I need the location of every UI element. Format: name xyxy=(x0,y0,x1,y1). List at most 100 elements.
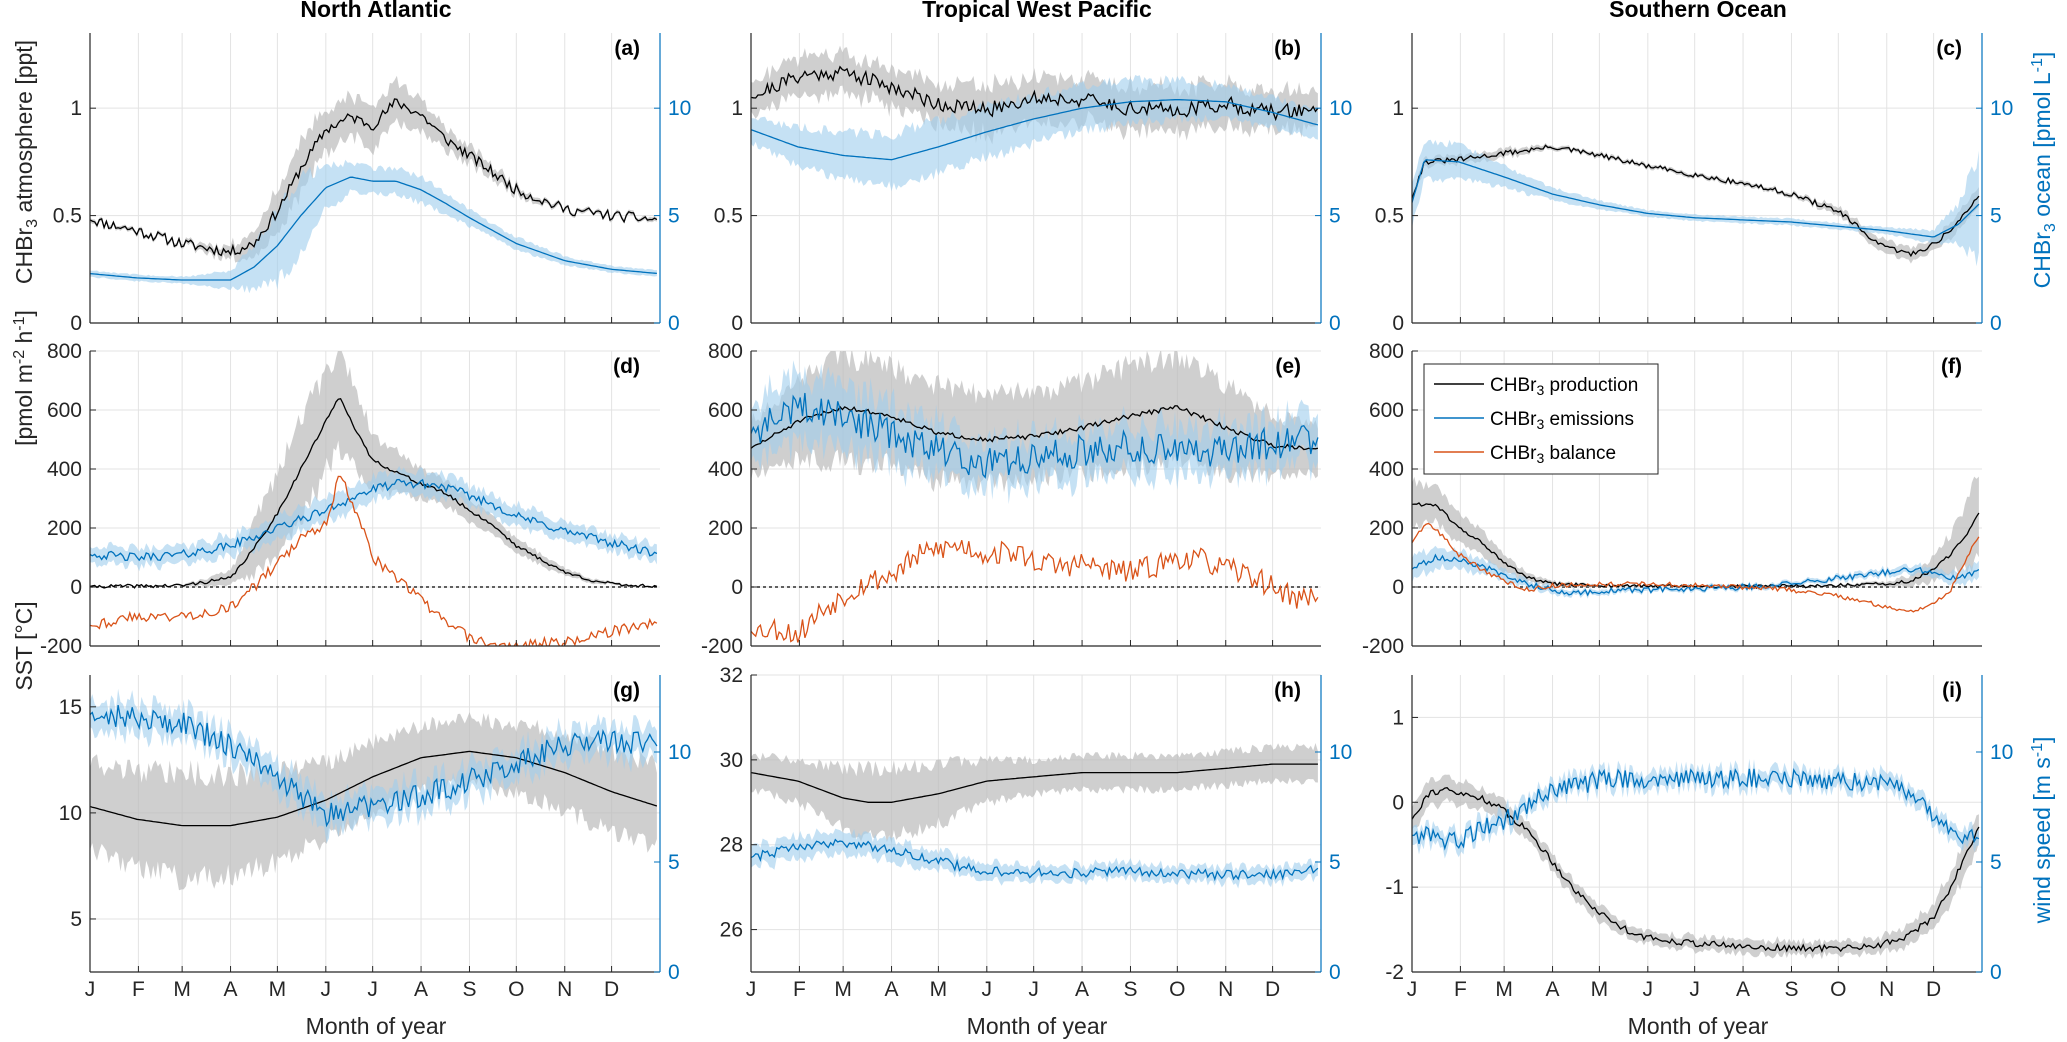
y-tick-label-left: -200 xyxy=(1362,635,1404,658)
y-tick-label-right: 0 xyxy=(668,312,680,335)
x-tick-label: D xyxy=(1926,978,1941,1001)
band-production xyxy=(1412,476,1979,589)
legend-label-production: CHBr3 production xyxy=(1490,375,1638,398)
series-line-production xyxy=(90,98,658,257)
band-emissions xyxy=(90,159,657,294)
x-tick-label: S xyxy=(1784,978,1798,1001)
legend-box xyxy=(1423,363,1659,475)
y-tick-label-left: 800 xyxy=(708,340,743,363)
xlabel-col3: Month of year xyxy=(1628,1013,1769,1039)
x-tick-label: J xyxy=(982,978,993,1001)
y-tick-label-left: 600 xyxy=(47,399,82,422)
y-tick-label-right: 5 xyxy=(1329,205,1341,228)
y-tick-label-right: 5 xyxy=(1990,205,2002,228)
band-production xyxy=(751,743,1318,844)
column-title-tropical-west-pacific: Tropical West Pacific xyxy=(922,0,1152,22)
y-tick-label-left: 0 xyxy=(70,312,82,335)
y-tick-label-right: 5 xyxy=(1329,851,1341,874)
x-tick-label: A xyxy=(885,978,899,1001)
y-tick-label-left: 400 xyxy=(708,458,743,481)
y-tick-label-left: -1 xyxy=(1385,876,1404,899)
band-production xyxy=(90,351,657,589)
legend-label-emissions: CHBr3 emissions xyxy=(1490,409,1634,432)
plot-area xyxy=(90,688,658,891)
y-tick-label-right: 5 xyxy=(668,851,680,874)
x-tick-label: J xyxy=(1643,978,1654,1001)
series-line-production xyxy=(751,405,1319,451)
panel-label-d: (d) xyxy=(613,355,640,378)
y-tick-label-left: 200 xyxy=(47,517,82,540)
panel-d: -200 0 200 400 600 800 (d) xyxy=(40,340,660,658)
panel-label-e: (e) xyxy=(1275,355,1301,378)
x-tick-label: J xyxy=(367,978,378,1001)
ylabel-row2-left: [pmol m-2 h-1] xyxy=(11,310,38,446)
y-tick-label-left: 0 xyxy=(1392,791,1404,814)
ylabel-row1-left: CHBr3 atmosphere [ppt] xyxy=(11,40,41,284)
panel-h: J F M A M J J A S O N D 26 28 30 32 0 5 10 (h) xyxy=(720,664,1353,1001)
y-tick-label-left: 600 xyxy=(1369,399,1404,422)
band-emissions xyxy=(1412,139,1979,267)
xlabel-col2: Month of year xyxy=(967,1013,1108,1039)
x-tick-label: N xyxy=(1879,978,1894,1001)
y-tick-label-left: 0 xyxy=(70,576,82,599)
panel-e: -200 0 200 400 600 800 (e) xyxy=(701,340,1321,658)
y-tick-label-right: 0 xyxy=(1990,312,2002,335)
xlabel-col1: Month of year xyxy=(306,1013,447,1039)
x-tick-label: M xyxy=(930,978,948,1001)
x-tick-label: D xyxy=(1265,978,1280,1001)
series-line-emissions xyxy=(751,838,1319,882)
x-tick-label: S xyxy=(1123,978,1137,1001)
plot-area xyxy=(90,75,658,294)
plot-area xyxy=(1412,139,1980,267)
panel-f: -200 0 200 400 600 800 (f) xyxy=(1362,340,1982,658)
x-tick-label: O xyxy=(1169,978,1185,1001)
x-tick-label: M xyxy=(269,978,287,1001)
y-tick-label-right: 10 xyxy=(1329,97,1352,120)
y-tick-label-right: 5 xyxy=(1990,851,2002,874)
x-tick-label: A xyxy=(224,978,238,1001)
series-line-emissions xyxy=(751,98,1319,161)
x-tick-label: J xyxy=(85,978,96,1001)
x-tick-label: F xyxy=(1454,978,1467,1001)
y-tick-label-left: 200 xyxy=(1369,517,1404,540)
y-tick-label-right: 10 xyxy=(1990,97,2013,120)
y-tick-label-left: 26 xyxy=(720,919,743,942)
panel-label-f: (f) xyxy=(1941,355,1962,378)
x-tick-label: N xyxy=(557,978,572,1001)
panel-label-c: (c) xyxy=(1936,37,1962,60)
series-line-emissions xyxy=(90,478,658,562)
y-tick-label-right: 0 xyxy=(1990,961,2002,984)
y-tick-label-left: 1 xyxy=(731,97,743,120)
plot-area xyxy=(1412,476,1982,613)
y-tick-label-left: 800 xyxy=(47,340,82,363)
y-tick-label-left: 15 xyxy=(59,696,82,719)
band-emissions xyxy=(751,75,1318,192)
series-line-production xyxy=(1412,144,1980,258)
y-tick-label-left: 30 xyxy=(720,749,743,772)
y-tick-label-left: 0 xyxy=(1392,576,1404,599)
series-line-emissions xyxy=(90,176,657,281)
x-tick-label: J xyxy=(321,978,332,1001)
legend-label-balance: CHBr3 balance xyxy=(1490,443,1616,466)
x-tick-label: A xyxy=(414,978,428,1001)
y-tick-label-left: 28 xyxy=(720,834,743,857)
panel-label-i: (i) xyxy=(1942,679,1962,702)
x-tick-label: A xyxy=(1736,978,1750,1001)
y-tick-label-right: 10 xyxy=(1329,741,1352,764)
y-tick-label-left: 0.5 xyxy=(53,205,82,228)
y-tick-label-left: 400 xyxy=(1369,458,1404,481)
band-emissions xyxy=(751,828,1318,889)
y-tick-label-right: 0 xyxy=(668,961,680,984)
band-production xyxy=(90,75,657,263)
y-tick-label-left: 1 xyxy=(1392,97,1404,120)
y-tick-label-right: 0 xyxy=(1329,961,1341,984)
column-title-north-atlantic: North Atlantic xyxy=(300,0,451,22)
panel-label-g: (g) xyxy=(613,679,640,702)
band-emissions xyxy=(90,466,657,572)
band-production xyxy=(1412,774,1979,960)
y-tick-label-left: -200 xyxy=(701,635,743,658)
